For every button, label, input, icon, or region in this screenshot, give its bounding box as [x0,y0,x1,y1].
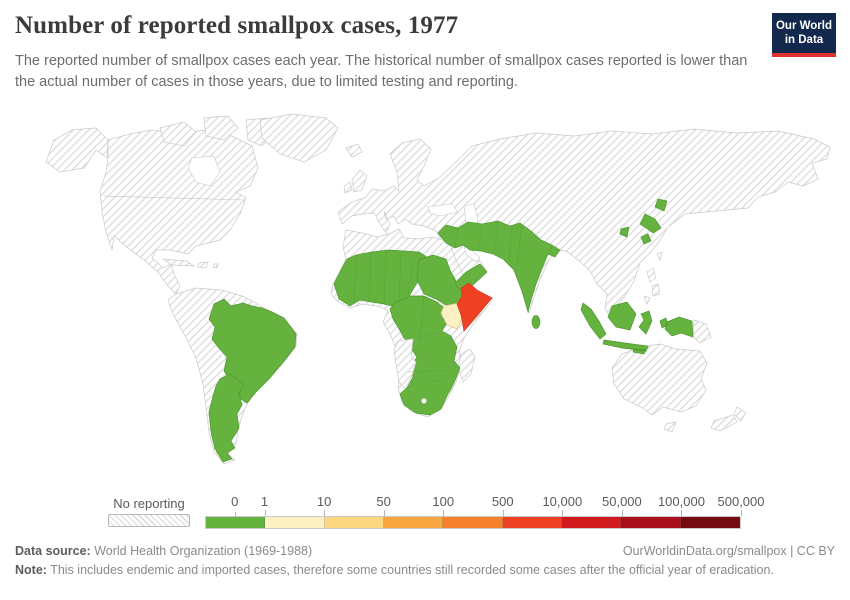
legend-bin-100[interactable] [443,517,503,528]
country-argentina[interactable] [208,373,245,463]
country-greenland[interactable] [259,113,339,163]
legend-tick-labels: 0 1 10 50 100 500 10,000 50,000 100,000 500,000 [205,494,764,510]
region-middle-east-south-asia[interactable] [437,220,561,314]
country-iceland[interactable] [345,143,363,158]
legend-tick-label: 500,000 [717,494,765,509]
legend-tick-label: 100 [432,494,455,509]
country-philippines[interactable] [643,267,661,305]
legend-tick-label: 50,000 [601,494,642,509]
note-text: This includes endemic and imported cases… [46,563,774,577]
country-australia[interactable] [611,343,708,416]
data-source: Data source: World Health Organization (… [15,544,312,558]
legend-bin-50,000[interactable] [621,517,681,528]
map-legend: No reporting 0 1 10 50 100 500 10,000 50,000 100… [0,494,850,536]
country-tasmania[interactable] [663,421,677,433]
legend-tick-label: 500 [491,494,514,509]
country-ireland[interactable] [343,181,353,194]
country-madagascar[interactable] [457,348,476,383]
note-label: Note: [15,563,47,577]
owid-logo-line2: in Data [784,34,824,47]
legend-ticks [205,510,742,516]
data-source-text: World Health Organization (1969-1988) [90,544,313,558]
legend-tick-label: 1 [260,494,269,509]
country-south-korea[interactable] [619,226,630,238]
legend-color-bar[interactable] [205,516,741,529]
hudson-bay [187,155,221,187]
chart-note: Note: This includes endemic and imported… [15,563,835,577]
chart-subtitle: The reported number of smallpox cases ea… [15,53,748,90]
africa-internal-borders [353,250,449,383]
legend-tick-label: 50 [376,494,391,509]
data-source-label: Data source: [15,544,91,558]
country-united-kingdom[interactable] [351,169,368,193]
owid-logo-line1: Our World [775,20,832,32]
us-canada-border [103,195,245,201]
black-sea [427,203,459,217]
legend-bin-1[interactable] [265,517,325,528]
country-cuba[interactable] [162,258,196,267]
legend-tick-label: 10 [316,494,332,509]
owid-logo[interactable]: Our World in Data [772,13,836,57]
legend-bin-500[interactable] [502,517,562,528]
legend-no-data-swatch[interactable] [108,514,190,527]
page-title: Number of reported smallpox cases, 1977 [15,12,459,39]
country-japan[interactable] [639,198,668,245]
chart-footer: Data source: World Health Organization (… [15,544,835,577]
legend-color-scale: 0 1 10 50 100 500 10,000 50,000 100,000 500,000 [205,494,765,529]
country-sri-lanka[interactable] [531,315,541,329]
legend-bin-100,000[interactable] [680,517,740,528]
legend-tick-label: 10,000 [542,494,583,509]
legend-no-data-label: No reporting [113,496,185,511]
region-angola-namibia[interactable] [393,338,417,390]
legend-bin-50[interactable] [383,517,444,528]
owid-link[interactable]: OurWorldinData.org/smallpox | CC BY [622,544,835,558]
country-alaska[interactable] [45,127,109,173]
country-somalia[interactable] [456,282,493,332]
legend-bin-0[interactable] [206,517,266,528]
caribbean-islands[interactable] [197,261,219,269]
legend-no-data[interactable]: No reporting [108,496,190,527]
region-north-america[interactable] [99,129,259,295]
legend-bin-10[interactable] [324,517,384,528]
asia-internal-borders [454,221,553,273]
country-taiwan[interactable] [656,251,663,262]
country-new-zealand[interactable] [710,406,747,432]
country-indonesia[interactable] [580,301,694,355]
legend-tick-label: 100,000 [657,494,705,509]
country-papua-new-guinea[interactable] [692,319,712,344]
legend-tick-label: 0 [231,494,239,509]
country-lesotho[interactable] [421,398,427,404]
region-yemen-oman[interactable] [454,263,488,292]
legend-bin-10,000[interactable] [561,517,622,528]
